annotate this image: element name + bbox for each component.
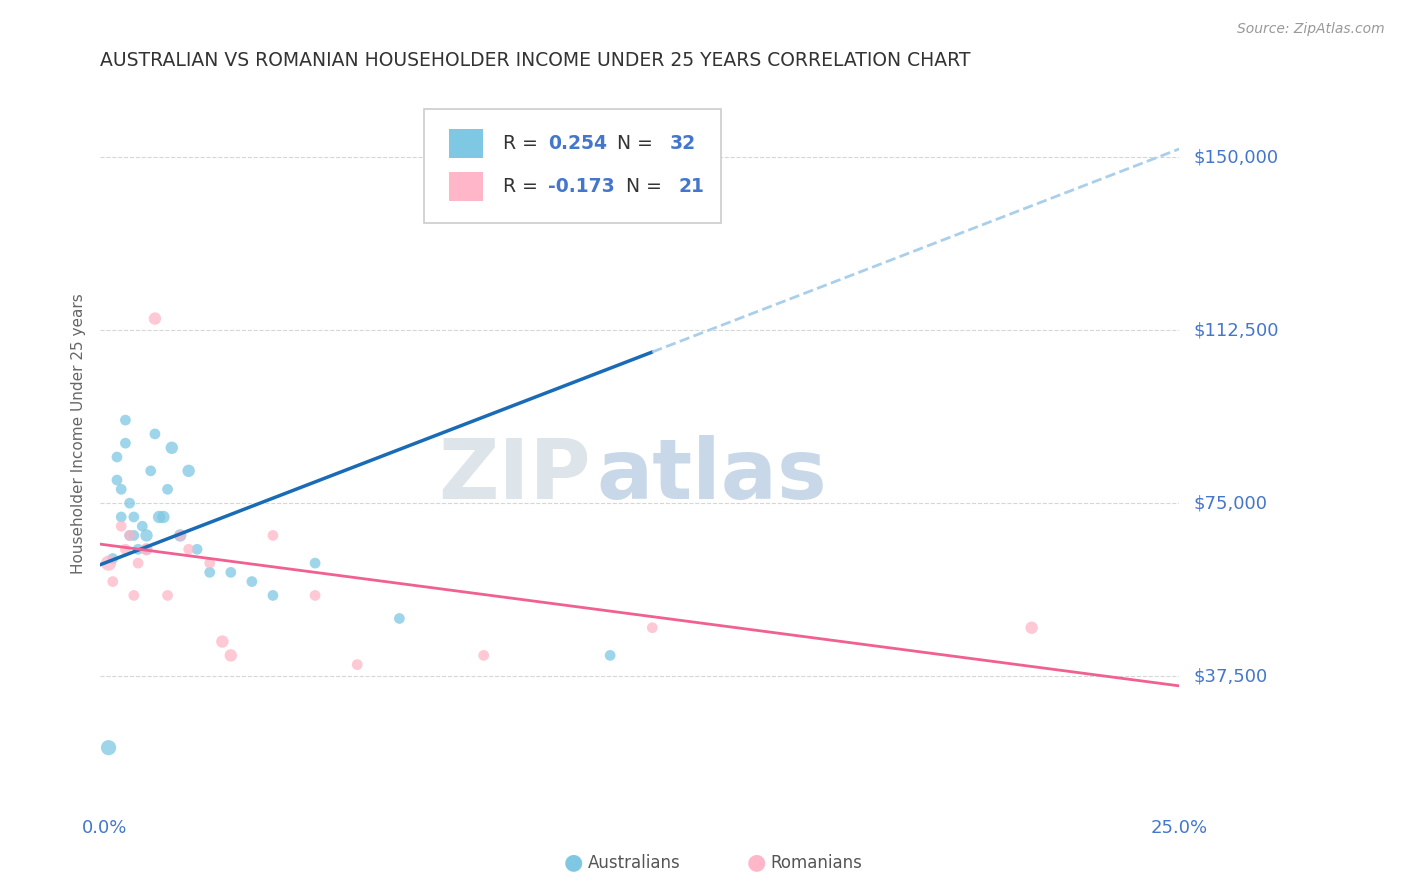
- Text: N =: N =: [614, 178, 668, 196]
- Point: [122, 589, 145, 603]
- Text: -0.173: -0.173: [548, 178, 614, 196]
- Point: [262, 589, 284, 603]
- Point: [240, 574, 263, 589]
- FancyBboxPatch shape: [423, 109, 720, 223]
- Text: 25.0%: 25.0%: [1150, 819, 1208, 837]
- Point: [97, 740, 120, 755]
- Point: [304, 556, 326, 570]
- Point: [101, 574, 124, 589]
- Text: ●: ●: [747, 853, 766, 872]
- Point: [198, 556, 221, 570]
- Point: [105, 473, 128, 487]
- Point: [262, 528, 284, 542]
- Point: [160, 441, 183, 455]
- Point: [118, 528, 141, 542]
- Point: [127, 542, 149, 557]
- Point: [143, 426, 166, 441]
- Point: [118, 496, 141, 510]
- Text: N =: N =: [605, 134, 659, 153]
- Text: Source: ZipAtlas.com: Source: ZipAtlas.com: [1237, 22, 1385, 37]
- Text: $150,000: $150,000: [1194, 148, 1278, 166]
- Point: [127, 556, 149, 570]
- Point: [122, 510, 145, 524]
- Point: [114, 542, 136, 557]
- Point: [304, 589, 326, 603]
- Point: [177, 542, 200, 557]
- Point: [148, 510, 170, 524]
- Text: R =: R =: [502, 134, 544, 153]
- Point: [110, 519, 132, 533]
- Text: Australians: Australians: [588, 855, 681, 872]
- Point: [139, 464, 162, 478]
- Point: [198, 566, 221, 580]
- Text: $75,000: $75,000: [1194, 494, 1267, 512]
- Text: 32: 32: [669, 134, 696, 153]
- Point: [122, 528, 145, 542]
- Point: [152, 510, 174, 524]
- Point: [1021, 621, 1043, 635]
- Point: [177, 464, 200, 478]
- Point: [143, 311, 166, 326]
- Point: [156, 483, 179, 497]
- Point: [135, 542, 157, 557]
- Text: 0.0%: 0.0%: [82, 819, 127, 837]
- Point: [169, 528, 191, 542]
- Point: [97, 556, 120, 570]
- Point: [110, 483, 132, 497]
- Point: [135, 542, 157, 557]
- Point: [641, 621, 664, 635]
- Point: [114, 436, 136, 450]
- Point: [131, 519, 153, 533]
- Point: [186, 542, 208, 557]
- Point: [599, 648, 621, 663]
- Text: 21: 21: [679, 178, 704, 196]
- Text: $112,500: $112,500: [1194, 321, 1278, 339]
- Text: $37,500: $37,500: [1194, 667, 1267, 685]
- Text: AUSTRALIAN VS ROMANIAN HOUSEHOLDER INCOME UNDER 25 YEARS CORRELATION CHART: AUSTRALIAN VS ROMANIAN HOUSEHOLDER INCOM…: [100, 51, 970, 70]
- Y-axis label: Householder Income Under 25 years: Householder Income Under 25 years: [72, 293, 86, 574]
- Point: [169, 528, 191, 542]
- Point: [105, 450, 128, 464]
- Point: [211, 634, 233, 648]
- Point: [219, 566, 242, 580]
- Text: ZIP: ZIP: [439, 435, 591, 516]
- Point: [219, 648, 242, 663]
- Point: [118, 528, 141, 542]
- Text: Romanians: Romanians: [770, 855, 862, 872]
- Point: [388, 611, 411, 625]
- Point: [101, 551, 124, 566]
- Text: 0.254: 0.254: [548, 134, 607, 153]
- Text: atlas: atlas: [596, 435, 827, 516]
- Text: R =: R =: [502, 178, 544, 196]
- Point: [156, 589, 179, 603]
- Bar: [449, 172, 484, 202]
- Text: ●: ●: [564, 853, 583, 872]
- Point: [110, 510, 132, 524]
- Point: [135, 528, 157, 542]
- Point: [472, 648, 495, 663]
- Bar: [449, 128, 484, 158]
- Point: [114, 413, 136, 427]
- Point: [346, 657, 368, 672]
